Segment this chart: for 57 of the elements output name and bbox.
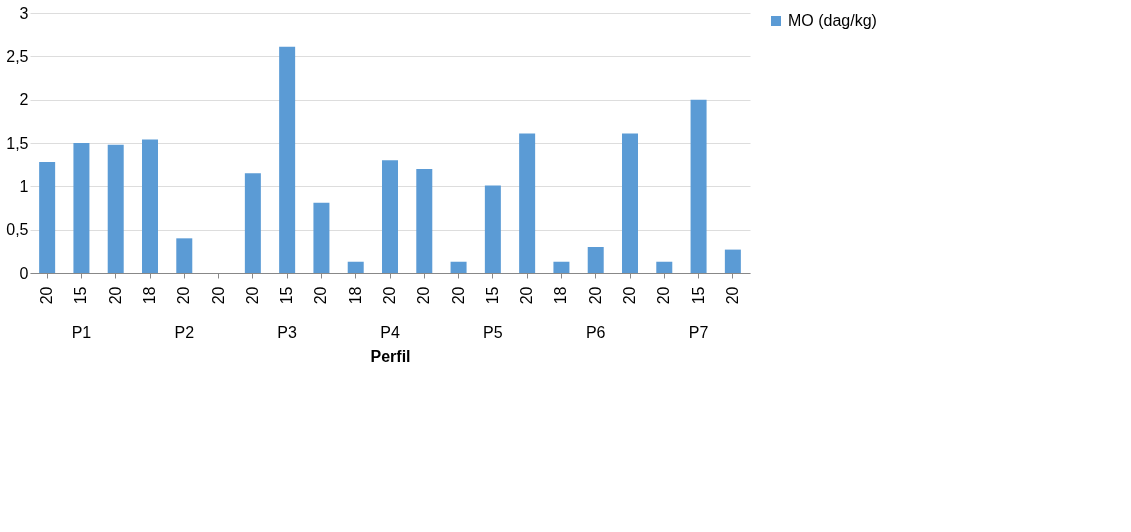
bar [519,133,536,273]
bar [313,202,330,273]
x-tick-label: 20 [209,286,227,305]
x-tick-label: 18 [346,286,364,305]
bar [622,133,638,273]
bar [347,261,364,273]
bar [450,261,467,273]
x-tick-label: 18 [141,286,158,305]
y-tick-label: 1,5 [6,134,29,152]
bar [176,238,193,273]
text: P2 [174,324,195,341]
bar [244,173,261,273]
x-tick-label: 15 [72,286,90,305]
x-tick-label: 15 [278,286,296,305]
bar [656,261,673,273]
x-tick-label: 20 [655,286,673,305]
x-tick-label: 20 [381,286,398,305]
bar [107,144,124,273]
x-tick-label: 15 [483,286,501,305]
x-tick-label: 20 [415,286,433,305]
y-tick-label: 2 [19,91,29,109]
x-tick-label: 20 [312,286,330,305]
x-tick-label: 20 [518,286,536,305]
text: P4 [380,324,400,341]
bar [724,249,741,273]
x-tick-label: 20 [586,286,604,305]
bar [39,162,56,273]
bar [484,185,501,273]
y-tick-label: 1 [19,177,29,195]
bar [279,46,296,273]
x-tick-label: 15 [689,286,707,305]
x-axis-title: Perfil [370,348,411,366]
bar [416,169,433,273]
bar [73,143,90,273]
x-tick-label: 20 [449,286,467,305]
x-tick-label: 20 [723,286,741,305]
x-tick-label: 20 [243,286,261,305]
text: P6 [585,324,606,341]
text: P5 [483,324,503,341]
bar [142,139,158,273]
bar [382,160,398,273]
bar [690,99,707,273]
x-tick-label: 20 [621,286,638,305]
y-tick-label: 3 [19,4,29,22]
bar [587,247,604,273]
x-tick-label: 20 [38,286,56,305]
y-tick-label: 2,5 [6,47,29,65]
y-tick-label: 0,5 [6,221,29,239]
text: P1 [71,324,92,341]
bar [553,261,570,273]
x-tick-label: 20 [175,286,193,305]
text: P3 [277,324,298,341]
x-tick-label: 18 [552,286,570,305]
text: P7 [688,324,709,341]
legend-label: MO (dag/kg) [788,12,877,29]
y-tick-label: 0 [19,264,29,282]
x-tick-label: 20 [106,286,124,305]
